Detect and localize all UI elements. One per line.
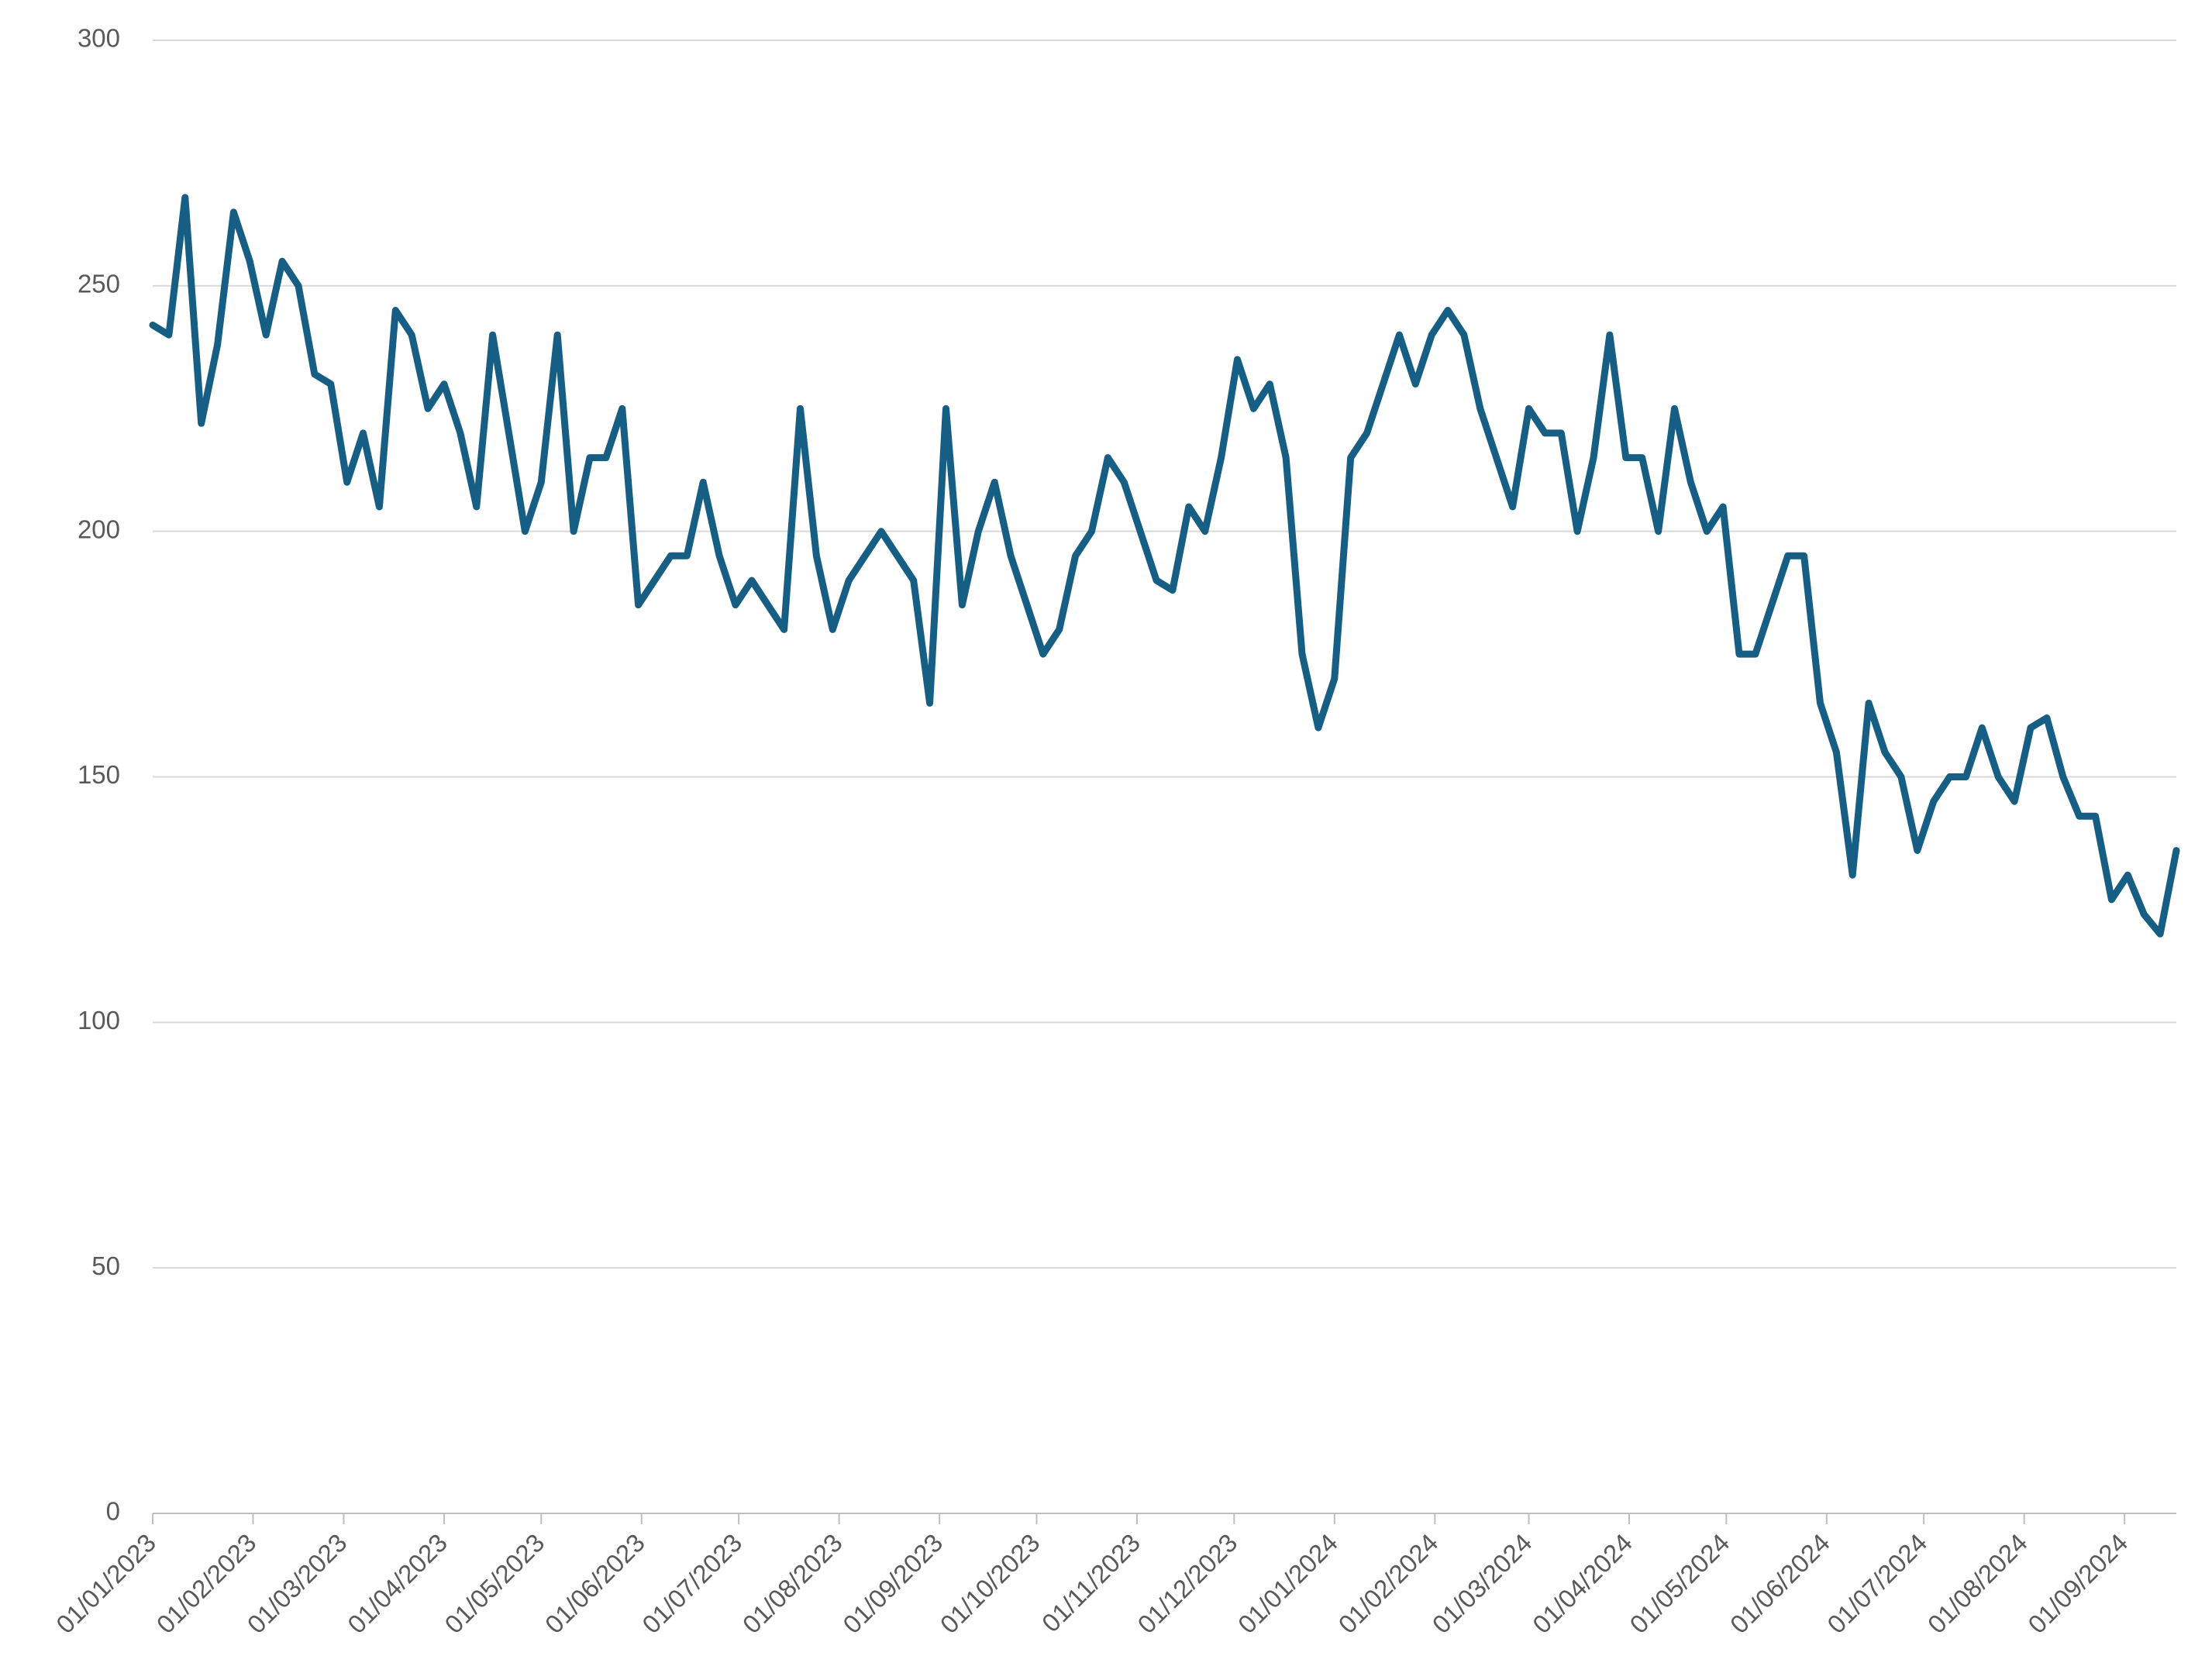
y-tick-label: 300 (78, 24, 120, 53)
x-tick-label: 01/08/2023 (737, 1528, 848, 1639)
x-tick-label: 01/11/2023 (1036, 1528, 1146, 1637)
x-tick-label: 01/12/2023 (1132, 1528, 1242, 1639)
x-tick-label: 01/01/2024 (1232, 1528, 1343, 1639)
y-tick-label: 0 (106, 1497, 120, 1526)
y-tick-label: 250 (78, 270, 120, 298)
x-tick-label: 01/09/2023 (837, 1528, 948, 1639)
x-tick-label: 01/05/2023 (439, 1528, 550, 1639)
x-tick-label: 01/01/2023 (50, 1528, 161, 1639)
y-tick-label: 100 (78, 1006, 120, 1035)
x-tick-label: 01/10/2023 (935, 1528, 1046, 1639)
x-tick-label: 01/03/2023 (242, 1528, 353, 1639)
x-tick-label: 01/08/2024 (1922, 1528, 2033, 1639)
data-line (149, 194, 2180, 938)
x-tick-label: 01/04/2024 (1527, 1528, 1638, 1639)
x-tick-label: 01/04/2023 (342, 1528, 453, 1639)
x-tick-label: 01/03/2024 (1427, 1528, 1538, 1639)
x-tick-label: 01/06/2023 (539, 1528, 650, 1639)
x-tick-label: 01/06/2024 (1724, 1528, 1835, 1639)
x-tick-label: 01/09/2024 (2022, 1528, 2133, 1639)
y-tick-label: 200 (78, 515, 120, 543)
x-tick-label: 01/05/2024 (1624, 1528, 1735, 1639)
y-tick-label: 50 (91, 1251, 120, 1280)
x-tick-label: 01/07/2024 (1821, 1528, 1932, 1639)
y-tick-label: 150 (78, 760, 120, 789)
x-tick-label: 01/07/2023 (636, 1528, 747, 1639)
x-tick-label: 01/02/2024 (1332, 1528, 1443, 1639)
